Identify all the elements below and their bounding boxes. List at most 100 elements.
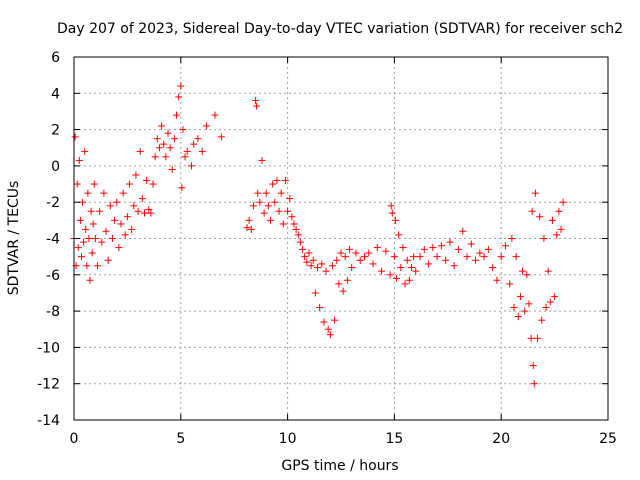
data-point (164, 129, 172, 137)
data-point (104, 256, 112, 264)
data-point (128, 225, 136, 233)
data-point (253, 102, 261, 110)
data-point (534, 334, 542, 342)
data-point (393, 274, 401, 282)
data-point (510, 303, 518, 311)
data-point (86, 276, 94, 284)
data-point (181, 153, 189, 161)
data-point (292, 225, 300, 233)
ticks-layer: 0 5 10 15 20 25 -14 -12 -10 -8 -6 -4 -2 0 2 4 6 (37, 50, 617, 447)
data-point (179, 126, 187, 134)
data-point (149, 180, 157, 188)
data-point (100, 189, 108, 197)
y-tick-label: 6 (51, 50, 60, 66)
data-point (339, 287, 347, 295)
data-point (387, 202, 395, 210)
data-point (516, 293, 524, 301)
data-point (544, 267, 552, 275)
data-point (528, 207, 536, 215)
data-point (322, 267, 330, 275)
data-point (410, 253, 418, 261)
data-point (178, 184, 186, 192)
y-tick-label: -8 (46, 304, 60, 320)
data-point (243, 224, 251, 232)
data-point (143, 176, 151, 184)
data-point (333, 256, 341, 264)
data-point (454, 245, 462, 253)
data-point (79, 198, 87, 206)
data-point (318, 260, 326, 268)
data-point (519, 267, 527, 275)
x-tick-label: 25 (599, 431, 617, 447)
data-point (132, 171, 140, 179)
data-point (425, 260, 433, 268)
data-point (80, 238, 88, 246)
data-point (555, 207, 563, 215)
data-point (162, 153, 170, 161)
data-point (134, 207, 142, 215)
data-point (540, 235, 548, 242)
data-point (82, 225, 90, 233)
data-point (348, 264, 356, 272)
data-point (309, 256, 317, 264)
data-point (91, 235, 99, 242)
data-point (395, 231, 403, 239)
data-point (489, 264, 497, 272)
data-point (145, 205, 153, 213)
data-point (299, 245, 307, 253)
data-point (546, 298, 554, 306)
data-point (463, 253, 471, 261)
data-point (260, 209, 268, 217)
data-point (476, 249, 484, 257)
data-point (74, 244, 82, 252)
data-point (386, 271, 394, 279)
data-point (403, 256, 411, 264)
data-point (77, 253, 85, 261)
data-point (247, 225, 255, 233)
data-point (121, 231, 129, 239)
data-point (442, 256, 450, 264)
data-point (76, 216, 84, 224)
data-point (269, 180, 277, 188)
data-point (175, 93, 183, 101)
data-point (89, 220, 97, 228)
data-point (245, 216, 253, 224)
data-point (258, 156, 266, 164)
data-point (538, 316, 546, 324)
data-point (553, 231, 561, 239)
data-point (506, 280, 514, 288)
data-point (557, 225, 565, 233)
data-point (523, 271, 531, 279)
data-point (303, 258, 311, 266)
data-point (343, 276, 351, 284)
y-tick-label: -2 (46, 195, 60, 211)
data-point (102, 227, 110, 235)
data-point (429, 244, 437, 252)
data-point (316, 303, 324, 311)
data-point (536, 213, 544, 221)
y-tick-label: 2 (51, 123, 60, 139)
data-point (88, 249, 96, 257)
data-point (84, 189, 92, 197)
data-point (168, 166, 176, 174)
data-point (501, 242, 509, 250)
data-point (514, 313, 522, 321)
data-point (335, 280, 343, 288)
data-point (412, 267, 420, 275)
data-point (531, 189, 539, 197)
data-point (290, 220, 298, 228)
data-point (115, 244, 123, 252)
y-tick-label: -12 (37, 377, 60, 393)
data-point (324, 325, 332, 333)
chart-title: Day 207 of 2023, Sidereal Day-to-day VTE… (57, 21, 623, 37)
data-point (81, 147, 89, 155)
data-point (497, 253, 505, 261)
data-point (277, 189, 285, 197)
data-point (136, 147, 144, 155)
data-point (542, 303, 550, 311)
data-point (391, 216, 399, 224)
data-point (130, 202, 138, 210)
x-axis-label: GPS time / hours (281, 458, 398, 474)
data-point (328, 262, 336, 270)
data-point (183, 147, 191, 155)
